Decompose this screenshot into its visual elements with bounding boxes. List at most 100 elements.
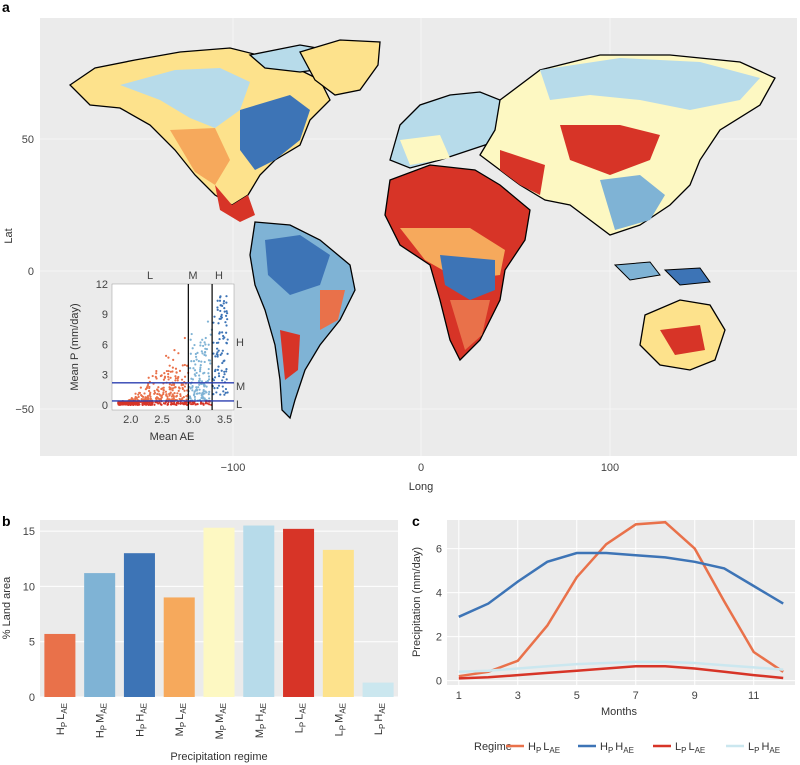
inset-point xyxy=(217,349,220,352)
inset-point xyxy=(179,402,182,405)
inset-point xyxy=(149,397,152,400)
inset-point xyxy=(195,371,198,375)
inset-point xyxy=(222,334,225,338)
inset-point xyxy=(177,402,180,405)
inset-point xyxy=(204,354,207,357)
inset-col-label-m: M xyxy=(188,270,197,282)
inset-point xyxy=(189,367,192,370)
inset-point xyxy=(218,317,221,320)
inset-point xyxy=(212,321,215,324)
line-x-ticks: 1 3 5 7 9 11 xyxy=(456,690,760,702)
line-gridlines xyxy=(447,520,795,685)
inset-point xyxy=(172,397,175,400)
inset-point xyxy=(219,295,222,298)
inset-point xyxy=(221,331,224,334)
inset-point xyxy=(151,374,154,378)
land-greenland xyxy=(299,39,381,96)
inset-point xyxy=(138,391,142,395)
inset-point xyxy=(217,322,220,325)
bar-xtick: LPHAE xyxy=(373,703,387,735)
inset-point xyxy=(208,359,212,362)
inset-point xyxy=(201,338,204,341)
line-plot-area xyxy=(447,520,795,685)
inset-point xyxy=(151,401,154,404)
inset-point xyxy=(153,392,156,395)
inset-point xyxy=(225,370,228,373)
bar xyxy=(362,682,394,697)
inset-point xyxy=(185,398,188,401)
map-x-title: Long xyxy=(409,481,433,493)
inset-point xyxy=(197,359,200,363)
inset-point xyxy=(190,332,193,336)
inset-x-title: Mean AE xyxy=(150,431,195,443)
inset-point xyxy=(169,388,172,391)
inset-point xyxy=(199,366,202,369)
line-x-title: Months xyxy=(601,706,638,718)
line-ytick: 6 xyxy=(436,544,442,556)
inset-point xyxy=(223,310,226,313)
inset-point xyxy=(207,343,210,346)
inset-point xyxy=(126,402,130,405)
inset-point xyxy=(198,379,201,382)
inset-point xyxy=(173,403,176,406)
inset-point xyxy=(220,352,223,355)
inset-point xyxy=(222,390,225,393)
inset-point xyxy=(177,389,180,393)
inset-point xyxy=(198,383,201,386)
inset-point xyxy=(223,393,226,396)
inset-point xyxy=(144,396,147,399)
inset-point xyxy=(209,333,212,336)
inset-point xyxy=(158,401,161,404)
inset-point xyxy=(182,383,185,386)
inset-point xyxy=(183,336,186,340)
inset-point xyxy=(216,299,219,302)
inset-point xyxy=(169,370,172,373)
inset-point xyxy=(208,390,211,393)
inset-point xyxy=(129,403,132,407)
inset-point xyxy=(193,398,197,401)
bar xyxy=(203,527,235,697)
inset-point xyxy=(157,390,160,393)
inset-point xyxy=(193,402,196,405)
inset-point xyxy=(162,378,166,381)
inset-xtick: 3.0 xyxy=(186,414,201,426)
bar-ytick: 5 xyxy=(29,637,35,649)
inset-point xyxy=(222,302,225,305)
inset-point xyxy=(155,372,158,375)
inset-point xyxy=(159,397,162,400)
inset-ytick: 6 xyxy=(102,339,108,351)
inset-point xyxy=(191,347,194,350)
inset-point xyxy=(130,397,133,400)
inset-point xyxy=(139,386,142,389)
inset-point xyxy=(212,352,215,355)
inset-point xyxy=(160,387,163,391)
line-y-title: Precipitation (mm/day) xyxy=(411,547,423,657)
inset-point xyxy=(185,395,188,398)
inset-point xyxy=(160,403,163,406)
inset-point xyxy=(179,394,182,398)
line-xtick: 5 xyxy=(574,690,580,702)
inset-point xyxy=(164,354,168,357)
inset-point xyxy=(202,388,205,392)
inset-point xyxy=(219,309,222,313)
inset-point xyxy=(194,403,198,406)
line-ytick: 2 xyxy=(436,632,442,644)
inset-point xyxy=(194,389,197,392)
inset-point xyxy=(181,401,184,405)
inset-point xyxy=(217,365,220,368)
inset-point xyxy=(225,295,228,298)
panel-c-letter: c xyxy=(412,513,420,529)
line-xtick: 3 xyxy=(515,690,521,702)
inset-point xyxy=(148,394,151,397)
inset-point xyxy=(185,364,189,367)
inset-point xyxy=(167,369,170,373)
map-y-ticks: 50 0 −50 xyxy=(15,134,34,416)
inset-point xyxy=(201,352,204,355)
inset-point xyxy=(223,373,226,376)
inset-point xyxy=(169,391,172,394)
inset-point xyxy=(146,401,149,404)
inset-xtick: 2.5 xyxy=(154,414,169,426)
inset-point xyxy=(183,363,186,367)
inset-point xyxy=(132,402,135,405)
